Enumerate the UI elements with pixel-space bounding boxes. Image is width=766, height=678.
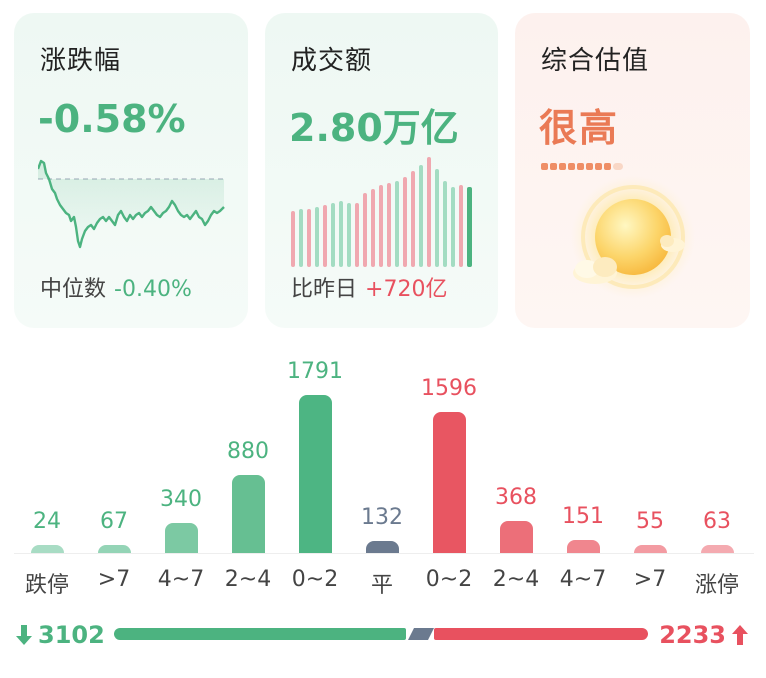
sparkline-fill bbox=[38, 161, 224, 247]
distribution-label: 0~2 bbox=[291, 567, 339, 592]
distribution-label: 4~7 bbox=[157, 567, 205, 592]
change-card[interactable]: 涨跌幅 -0.58% 中位数 -0.40% bbox=[14, 13, 248, 328]
volume-bar bbox=[387, 183, 391, 267]
median-row: 中位数 -0.40% bbox=[40, 271, 192, 303]
change-value: -0.58% bbox=[38, 97, 186, 141]
volume-bar bbox=[379, 185, 383, 267]
compare-value: +720亿 bbox=[365, 277, 448, 302]
up-total: 2233 bbox=[655, 620, 750, 649]
valuation-title: 综合估值 bbox=[541, 46, 650, 76]
volume-bar bbox=[323, 205, 327, 267]
distribution-count: 63 bbox=[703, 509, 731, 534]
volume-bar bbox=[371, 189, 375, 267]
volume-bar bbox=[355, 203, 359, 267]
down-ratio-bar bbox=[114, 628, 406, 640]
down-total-value: 3102 bbox=[38, 621, 105, 649]
distribution-label: 跌停 bbox=[24, 573, 69, 598]
distribution-label: >7 bbox=[633, 567, 667, 592]
volume-bar bbox=[315, 207, 319, 267]
volume-bar bbox=[299, 209, 303, 267]
distribution-count: 151 bbox=[562, 503, 604, 529]
volume-minibars bbox=[291, 157, 472, 267]
distribution-bar[interactable] bbox=[365, 541, 399, 553]
volume-bar bbox=[347, 203, 351, 267]
volume-bar bbox=[459, 185, 463, 267]
up-total-value: 2233 bbox=[659, 621, 726, 649]
volume-bar bbox=[395, 181, 399, 267]
distribution-label: 2~4 bbox=[224, 567, 272, 592]
rise-fall-distribution: 24 跌停 67 >7 340 4~7 880 2~4 1791 0~2 132 平 1596 0~2 36… bbox=[14, 355, 754, 610]
distribution-count: 1791 bbox=[287, 359, 343, 384]
volume-bar bbox=[443, 181, 447, 267]
distribution-bar[interactable] bbox=[700, 545, 734, 553]
volume-bar bbox=[331, 203, 335, 267]
valuation-card[interactable]: 综合估值 很高 bbox=[515, 13, 750, 328]
valuation-level-indicator bbox=[541, 163, 623, 170]
distribution-count: 368 bbox=[495, 484, 537, 510]
volume-bar bbox=[451, 187, 455, 267]
distribution-label: 2~4 bbox=[492, 567, 540, 592]
distribution-label: >7 bbox=[97, 567, 131, 592]
distribution-label: 平 bbox=[370, 573, 393, 598]
distribution-bar[interactable] bbox=[231, 475, 265, 553]
up-ratio-bar bbox=[434, 628, 648, 640]
turnover-title: 成交额 bbox=[291, 46, 373, 76]
sparkline-line bbox=[38, 159, 225, 249]
volume-bar bbox=[339, 201, 343, 267]
volume-bar bbox=[291, 211, 295, 267]
volume-bar bbox=[419, 165, 423, 267]
distribution-bar[interactable] bbox=[97, 545, 131, 553]
volume-bar bbox=[435, 169, 439, 267]
turnover-value: 2.80万亿 bbox=[289, 106, 459, 150]
distribution-count: 1596 bbox=[421, 376, 477, 402]
compare-row: 比昨日 +720亿 bbox=[291, 271, 447, 303]
distribution-label: 涨停 bbox=[694, 573, 739, 598]
change-title: 涨跌幅 bbox=[40, 46, 122, 76]
distribution-bar[interactable] bbox=[30, 545, 64, 553]
flat-ratio-bar bbox=[408, 628, 434, 640]
volume-bar bbox=[403, 177, 407, 267]
distribution-bar[interactable] bbox=[499, 520, 533, 553]
volume-bar bbox=[307, 209, 311, 267]
distribution-bar[interactable] bbox=[633, 545, 667, 553]
rise-fall-summary: 3102 2233 bbox=[14, 618, 754, 654]
distribution-count: 340 bbox=[160, 487, 202, 512]
valuation-value: 很高 bbox=[539, 106, 620, 150]
distribution-label: 0~2 bbox=[425, 567, 473, 592]
baseline bbox=[14, 553, 754, 554]
arrow-up-icon bbox=[732, 625, 748, 645]
distribution-count: 24 bbox=[33, 509, 61, 534]
volume-bar-current bbox=[467, 187, 472, 267]
compare-label: 比昨日 bbox=[291, 277, 358, 302]
distribution-count: 67 bbox=[100, 509, 128, 534]
turnover-card[interactable]: 成交额 2.80万亿 比昨日 bbox=[265, 13, 498, 328]
median-value: -0.40% bbox=[114, 277, 192, 302]
volume-bar bbox=[411, 171, 415, 267]
intraday-sparkline bbox=[38, 159, 225, 249]
distribution-label: 4~7 bbox=[559, 567, 607, 592]
distribution-count: 132 bbox=[361, 505, 403, 531]
distribution-bar[interactable] bbox=[432, 412, 466, 553]
distribution-bar[interactable] bbox=[298, 395, 332, 553]
down-total: 3102 bbox=[14, 620, 109, 649]
distribution-count: 880 bbox=[227, 439, 269, 465]
distribution-count: 55 bbox=[636, 509, 664, 534]
arrow-down-icon bbox=[16, 625, 32, 645]
distribution-bar[interactable] bbox=[164, 523, 198, 553]
distribution-bar[interactable] bbox=[566, 539, 600, 553]
volume-bar bbox=[427, 157, 431, 267]
volume-bar bbox=[363, 193, 367, 267]
sun-icon bbox=[571, 175, 695, 299]
median-label: 中位数 bbox=[40, 277, 107, 302]
